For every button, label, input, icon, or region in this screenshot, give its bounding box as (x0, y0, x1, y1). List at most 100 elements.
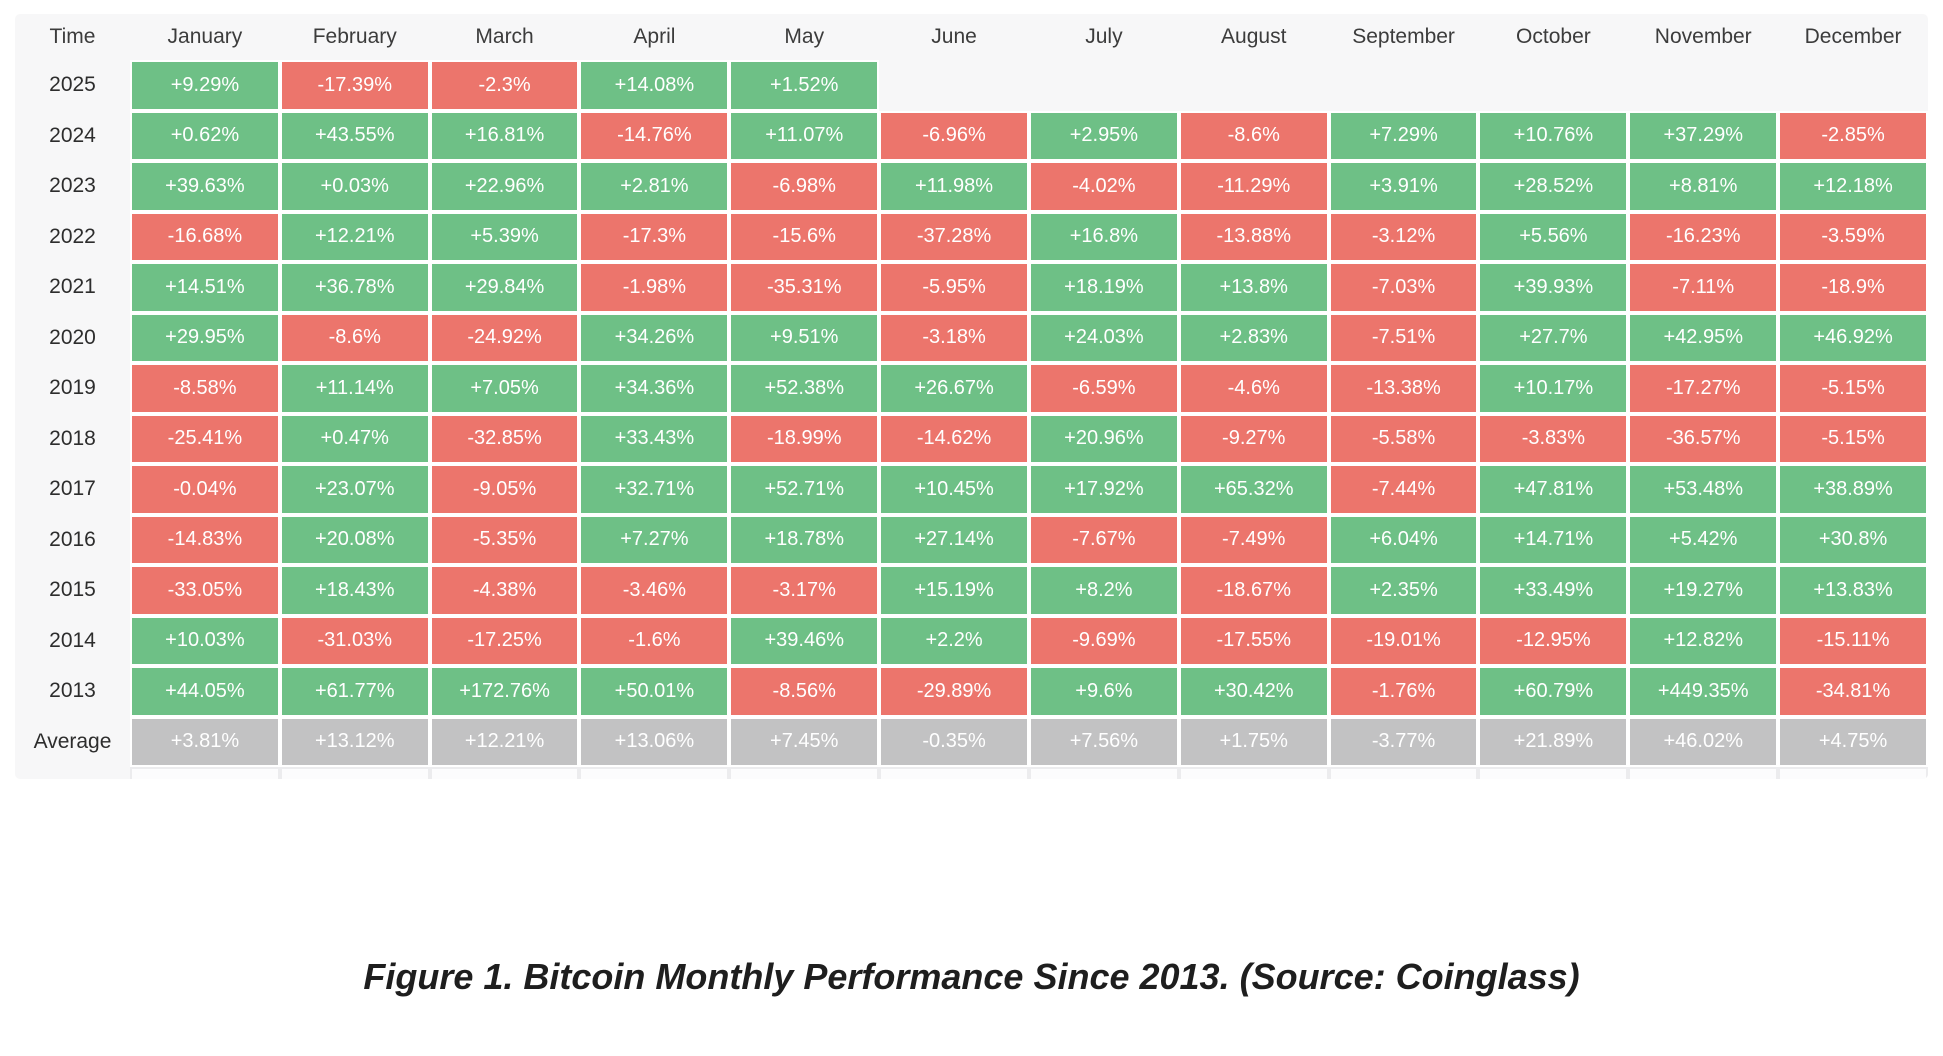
month-cell: +7.56% (1028, 716, 1179, 767)
month-cell: -12.95% (1478, 615, 1629, 666)
month-cell: -24.92% (429, 312, 580, 363)
month-cell: -5.58% (1328, 413, 1479, 464)
month-cell: +9.51% (729, 312, 880, 363)
month-cell: +2.83% (1178, 312, 1329, 363)
month-cell: +34.26% (579, 312, 730, 363)
month-cell: -14.83% (130, 514, 280, 565)
month-cell: -14.62% (879, 413, 1029, 464)
month-cell: +44.05% (130, 666, 280, 717)
month-cell: +3.91% (1328, 161, 1479, 212)
figure-caption: Figure 1. Bitcoin Monthly Performance Si… (363, 956, 1580, 997)
month-cell: -7.49% (1178, 514, 1329, 565)
month-cell: -0.35% (879, 716, 1029, 767)
month-cell: +42.95% (1628, 312, 1779, 363)
month-cell: -3.18% (879, 312, 1029, 363)
month-cell: -9.27% (1178, 413, 1329, 464)
month-cell: +47.81% (1478, 464, 1629, 515)
cut-off-row-cell (429, 767, 580, 779)
month-cell: +12.82% (1628, 615, 1779, 666)
month-cell: +18.19% (1028, 262, 1179, 313)
row-label: 2024 (49, 123, 96, 147)
cut-off-row-cell (130, 767, 280, 779)
month-cell: -3.77% (1328, 716, 1479, 767)
cut-off-row-cell (1028, 767, 1179, 779)
month-cell: -5.35% (429, 514, 580, 565)
month-cell: -16.23% (1628, 211, 1779, 262)
month-cell: -1.6% (579, 615, 730, 666)
month-cell: -31.03% (279, 615, 430, 666)
month-cell: -11.29% (1178, 161, 1329, 212)
month-cell: +17.92% (1028, 464, 1179, 515)
month-column-header: January (167, 25, 243, 48)
month-cell: +29.84% (429, 262, 580, 313)
month-cell: +8.81% (1628, 161, 1779, 212)
month-cell: +15.19% (879, 565, 1029, 616)
month-cell: +1.52% (729, 60, 880, 111)
month-cell: -17.39% (279, 60, 430, 111)
month-cell: +10.45% (879, 464, 1029, 515)
empty-cell (1478, 60, 1628, 111)
month-cell: +11.14% (279, 363, 430, 414)
month-cell: +5.39% (429, 211, 580, 262)
month-cell: -5.15% (1778, 363, 1928, 414)
month-cell: +8.2% (1028, 565, 1179, 616)
month-cell: +28.52% (1478, 161, 1629, 212)
month-cell: +7.29% (1328, 110, 1479, 161)
month-cell: +43.55% (279, 110, 430, 161)
month-cell: -3.12% (1328, 211, 1479, 262)
month-cell: -6.98% (729, 161, 880, 212)
month-cell: +9.29% (130, 60, 280, 111)
month-cell: +3.81% (130, 716, 280, 767)
row-label: 2017 (49, 477, 96, 501)
month-cell: -3.17% (729, 565, 880, 616)
month-cell: +10.76% (1478, 110, 1629, 161)
month-cell: -14.76% (579, 110, 730, 161)
month-column-header: June (931, 25, 977, 48)
month-cell: +5.56% (1478, 211, 1629, 262)
month-cell: +0.47% (279, 413, 430, 464)
month-cell: -29.89% (879, 666, 1029, 717)
month-cell: +22.96% (429, 161, 580, 212)
month-cell: -8.56% (729, 666, 880, 717)
month-cell: -7.11% (1628, 262, 1779, 313)
month-cell: +10.17% (1478, 363, 1629, 414)
cut-off-row-cell (879, 767, 1029, 779)
month-cell: -35.31% (729, 262, 880, 313)
month-cell: +52.38% (729, 363, 880, 414)
month-cell: -3.59% (1778, 211, 1928, 262)
cut-off-row-cell (1328, 767, 1479, 779)
row-label: 2015 (49, 578, 96, 602)
month-column-header: October (1516, 25, 1591, 48)
month-cell: +39.46% (729, 615, 880, 666)
month-cell: +16.8% (1028, 211, 1179, 262)
row-label: 2018 (49, 426, 96, 450)
empty-cell (1329, 60, 1479, 111)
month-cell: +13.12% (279, 716, 430, 767)
month-cell: -0.04% (130, 464, 280, 515)
month-cell: -7.44% (1328, 464, 1479, 515)
month-cell: -16.68% (130, 211, 280, 262)
month-cell: +27.7% (1478, 312, 1629, 363)
month-cell: +20.08% (279, 514, 430, 565)
month-cell: -19.01% (1328, 615, 1479, 666)
row-label: 2022 (49, 224, 96, 248)
month-cell: +0.62% (130, 110, 280, 161)
month-cell: -13.38% (1328, 363, 1479, 414)
month-cell: +2.35% (1328, 565, 1479, 616)
month-cell: +46.92% (1778, 312, 1928, 363)
cut-off-row-cell (729, 767, 880, 779)
row-label: 2016 (49, 527, 96, 551)
month-cell: +4.75% (1778, 716, 1928, 767)
month-column-header: August (1221, 25, 1287, 48)
empty-cell (1778, 60, 1928, 111)
month-cell: +12.18% (1778, 161, 1928, 212)
month-column-header: May (784, 25, 825, 48)
month-cell: +24.03% (1028, 312, 1179, 363)
month-cell: -7.51% (1328, 312, 1479, 363)
month-cell: +5.42% (1628, 514, 1779, 565)
month-cell: +32.71% (579, 464, 730, 515)
month-cell: +18.78% (729, 514, 880, 565)
row-label: 2013 (49, 679, 96, 703)
month-cell: +16.81% (429, 110, 580, 161)
month-cell: -6.96% (879, 110, 1029, 161)
